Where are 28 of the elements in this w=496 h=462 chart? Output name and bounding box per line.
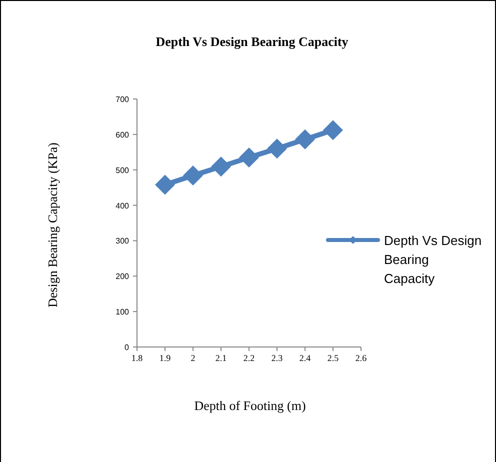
x-tick-label: 1.9 [159, 353, 172, 363]
legend-label: Depth Vs Design Bearing Capacity [384, 233, 482, 286]
x-tick-label: 2.4 [299, 353, 312, 363]
y-tick-label: 0 [124, 343, 130, 352]
x-tick-label: 1.8 [131, 353, 144, 363]
y-tick-label: 500 [116, 166, 130, 175]
point [155, 174, 175, 195]
point [211, 156, 231, 177]
x-tick-label: 2.1 [215, 353, 227, 363]
point [295, 129, 315, 150]
y-tick-label: 600 [116, 130, 130, 140]
y-tick-label: 100 [116, 308, 130, 317]
y-tick-label: 200 [116, 272, 130, 282]
x-tick-label: 2.5 [327, 353, 340, 363]
y-tick-label: 300 [116, 236, 130, 246]
x-axis-title: Depth of Footing (m) [194, 398, 306, 413]
x-tick-label: 2 [190, 353, 196, 363]
y-tick-label: 400 [116, 201, 130, 210]
point [239, 147, 259, 168]
point [183, 166, 203, 186]
chart-title: Depth Vs Design Bearing Capacity [156, 34, 349, 49]
x-tick-label: 2.3 [271, 353, 284, 363]
x-tick-label: 2.6 [355, 353, 368, 363]
y-tick-label: 700 [116, 95, 130, 104]
y-axis-title: Design Bearing Capacity (KPa) [45, 142, 60, 308]
point [323, 120, 343, 140]
point [267, 138, 287, 159]
x-tick-label: 2.2 [243, 353, 255, 363]
